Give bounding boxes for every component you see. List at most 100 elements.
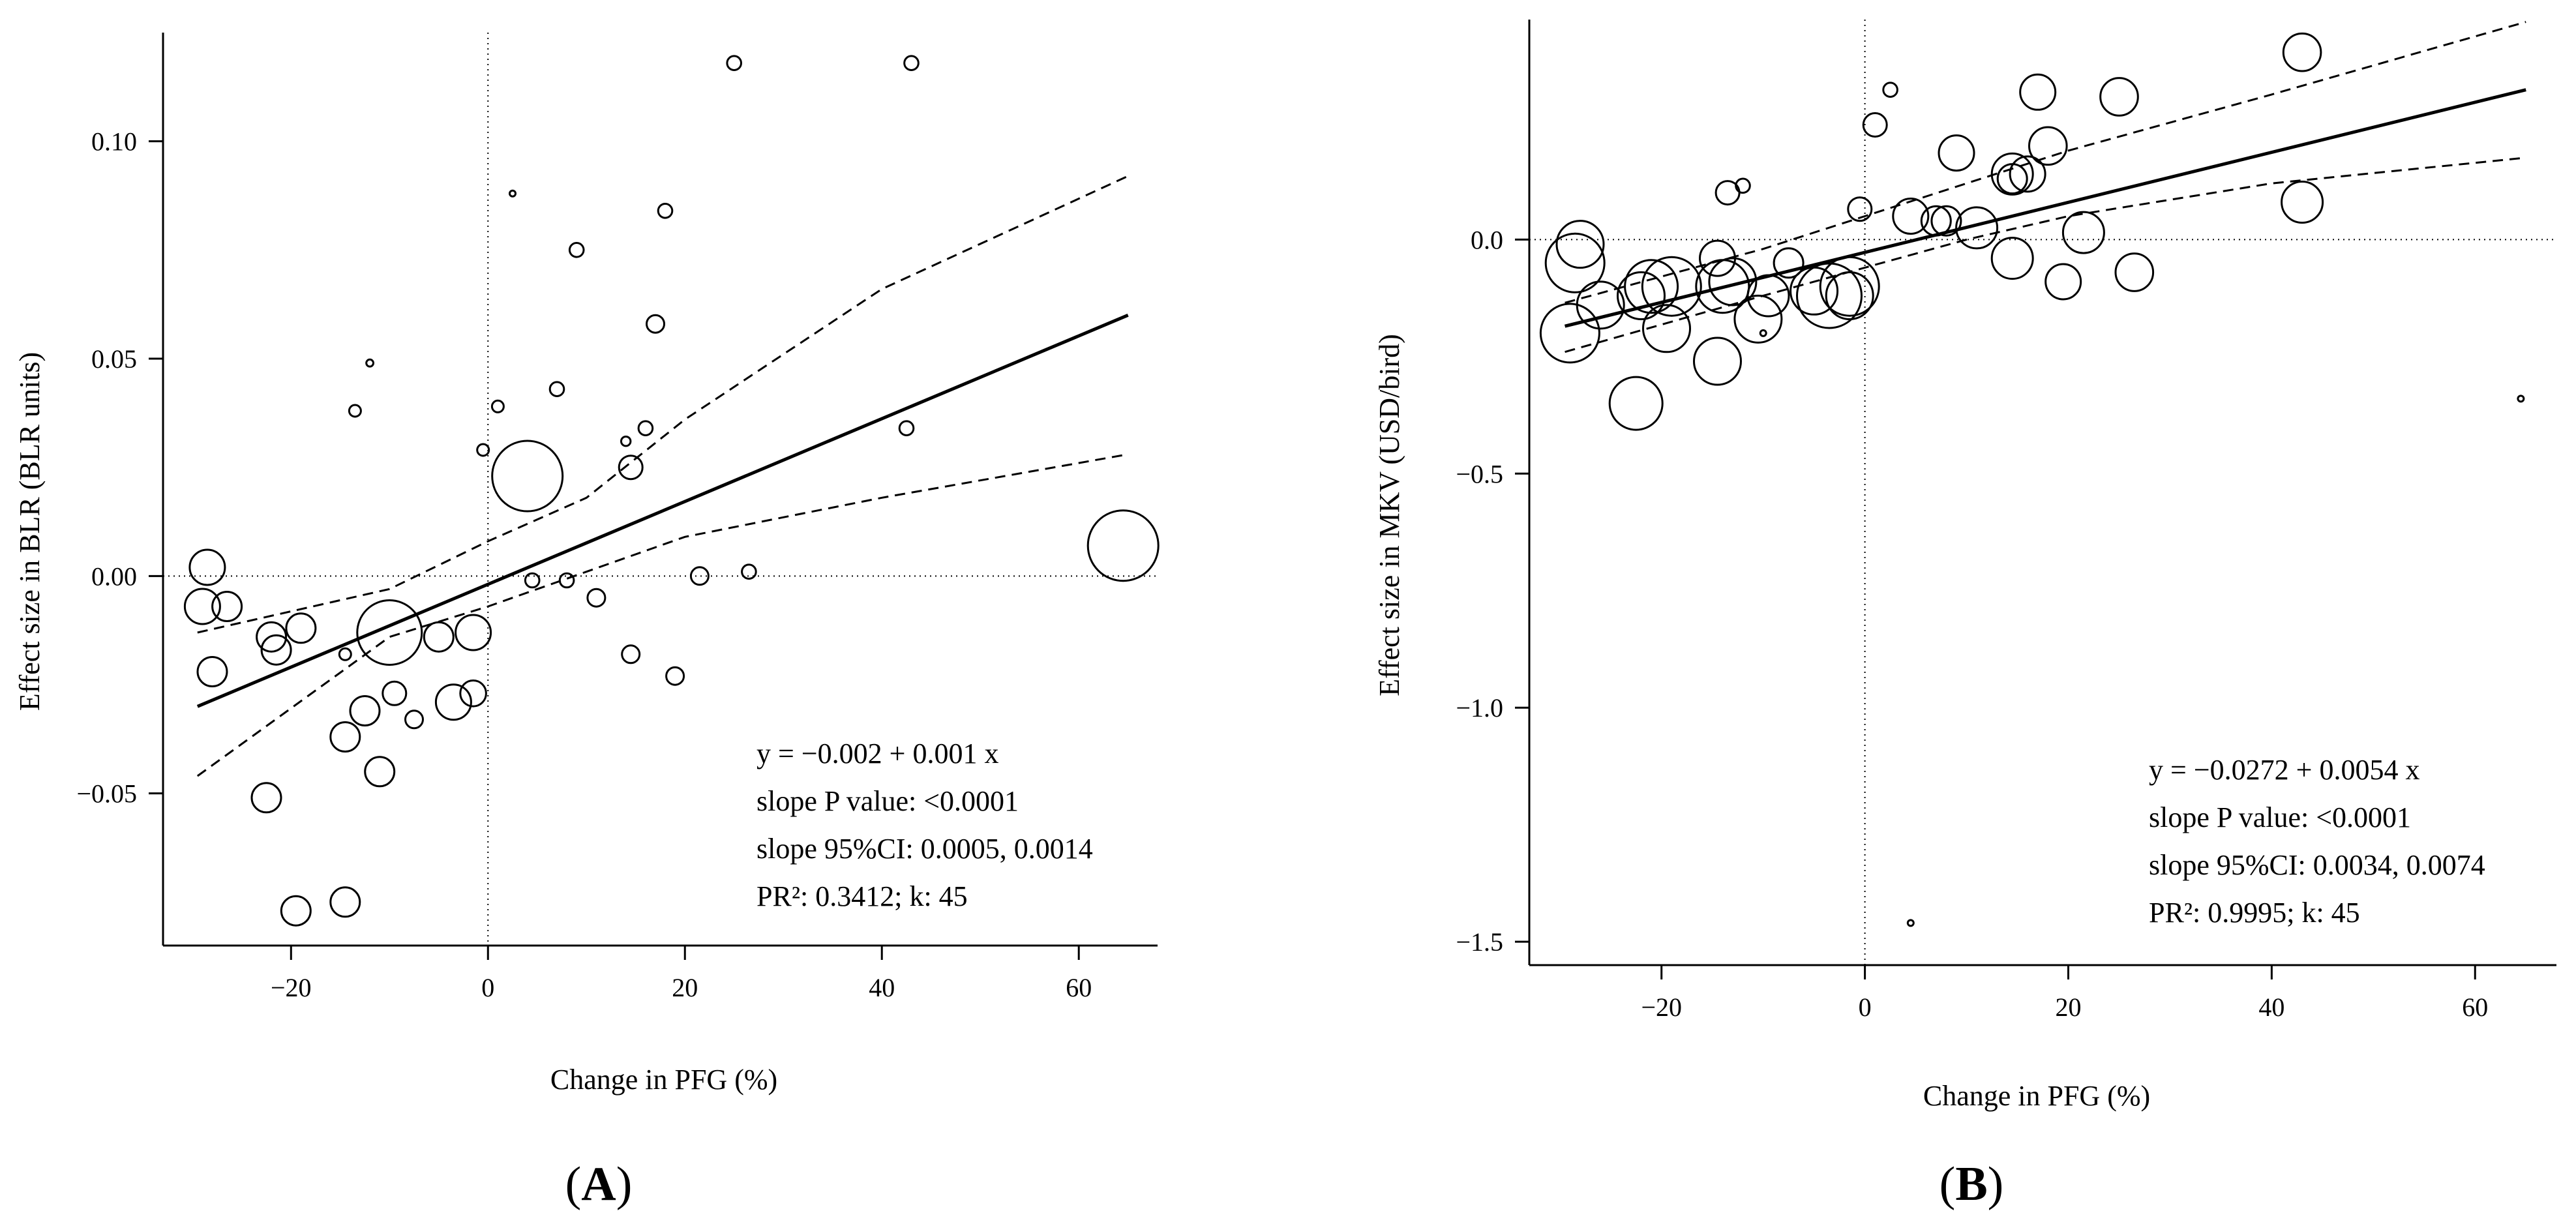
panel-b-y-tick-label: −1.0 xyxy=(1456,693,1503,723)
panel-b-y-tick-label: −0.5 xyxy=(1456,459,1503,488)
panel-b-equation: y = −0.0272 + 0.0054 x xyxy=(2149,754,2419,786)
panel-a-data-point xyxy=(621,644,641,664)
panel-a-data-point xyxy=(256,621,288,653)
panel-b-data-point xyxy=(1624,259,1679,314)
panel-b-data-point xyxy=(1735,177,1751,194)
panel-b-data-point xyxy=(2114,252,2155,292)
panel-a-ci-upper-line xyxy=(197,175,1129,634)
panel-b-ci-lower-line xyxy=(1565,157,2526,353)
panel-a-data-point xyxy=(524,572,541,589)
panel-a-data-point xyxy=(620,436,632,447)
panel-b-data-point xyxy=(1938,134,1975,172)
panel-a-data-point xyxy=(365,358,375,368)
panel-a-data-point xyxy=(423,621,455,653)
panel-b-data-point xyxy=(2281,181,2324,224)
panel-b-pr2: PR²: 0.9995; k: 45 xyxy=(2149,897,2360,929)
panel-b-data-point xyxy=(1641,256,1702,317)
panel-a-data-point xyxy=(356,599,423,666)
panel-a-slope-p: slope P value: <0.0001 xyxy=(756,785,1019,817)
panel-a-y-tick-label: 0.05 xyxy=(91,344,137,374)
panel-b-x-tick-label: 0 xyxy=(1859,993,1872,1022)
panel-b-data-point xyxy=(2517,395,2525,403)
panel-b-data-point xyxy=(1906,919,1915,927)
panel-a-data-point xyxy=(183,588,221,625)
panel-b-data-point xyxy=(1693,336,1742,386)
panel-a-x-tick-label: 0 xyxy=(481,973,494,1002)
panel-b-scatter: −20 0 20 40 60 −1.5 −1.0 −0.5 0.0 Change in PFG… xyxy=(1373,20,2556,1211)
panel-b-y-ticks: −1.5 −1.0 −0.5 0.0 xyxy=(1456,225,1529,957)
panel-a-data-point xyxy=(260,634,292,666)
panel-b-y-tick-label: 0.0 xyxy=(1471,225,1503,254)
panel-a-ci-lower-line xyxy=(196,453,1128,777)
panel-b-data-point xyxy=(2061,211,2105,254)
panel-b-axes xyxy=(1528,20,2556,966)
panel-b-x-tick-label: 60 xyxy=(2462,993,2488,1022)
panel-a-data-point xyxy=(434,683,472,721)
panel-a-x-tick-label: 60 xyxy=(1066,973,1092,1002)
panel-a-data-point xyxy=(349,695,381,726)
panel-a-data-point xyxy=(548,381,565,398)
panel-a-y-tick-label: 0.00 xyxy=(91,561,137,591)
panel-b-fit-line xyxy=(1564,88,2526,328)
panel-b-data-point xyxy=(1576,280,1625,330)
panel-a-slope-ci: slope 95%CI: 0.0005, 0.0014 xyxy=(756,833,1093,865)
panel-a-x-ticks: −20 0 20 40 60 xyxy=(271,946,1092,1002)
panel-b-annotation: y = −0.0272 + 0.0054 x slope P value: <0… xyxy=(2149,754,2485,929)
panel-a-label: (A) xyxy=(565,1157,633,1211)
panel-b-y-axis-title: Effect size in MKV (USD/bird) xyxy=(1373,334,1405,696)
panel-b-data-point xyxy=(1733,294,1783,344)
panel-b-data-point xyxy=(1544,232,1606,293)
panel-a-data-point xyxy=(726,55,743,72)
panel-b-data-point xyxy=(1990,237,2034,280)
panel-b-points xyxy=(1539,32,2525,927)
panel-a-x-tick-label: −20 xyxy=(271,973,312,1002)
panel-b-data-point xyxy=(1773,247,1805,279)
panel-a-data-point xyxy=(285,612,317,644)
panel-b-slope-p: slope P value: <0.0001 xyxy=(2149,801,2411,833)
panel-b-data-point xyxy=(1882,82,1898,98)
panel-a-data-point xyxy=(382,680,408,706)
panel-a-fit-line xyxy=(196,314,1129,708)
panel-a-data-point xyxy=(338,647,352,661)
panel-a-reference-lines xyxy=(163,33,1158,946)
panel-b-data-point xyxy=(1825,271,1874,320)
panel-a-data-point xyxy=(898,420,915,437)
panel-b-data-point xyxy=(2044,263,2082,301)
panel-b-data-point xyxy=(1819,256,1880,317)
panel-b-data-point xyxy=(1555,220,1605,269)
panel-a-data-point xyxy=(665,666,685,686)
panel-a-y-tick-label: 0.10 xyxy=(91,127,137,157)
panel-b-slope-ci: slope 95%CI: 0.0034, 0.0074 xyxy=(2149,849,2485,881)
panel-a-x-axis-title: Change in PFG (%) xyxy=(550,1064,777,1096)
panel-b-data-point xyxy=(2009,155,2046,193)
panel-a-data-point xyxy=(586,588,607,608)
panel-b-data-point xyxy=(1539,303,1600,364)
panel-b-x-ticks: −20 0 20 40 60 xyxy=(1641,965,2488,1022)
panel-a-data-point xyxy=(329,886,361,918)
panel-a-data-point xyxy=(646,314,665,334)
panel-a-data-point xyxy=(348,404,362,418)
panel-a-data-point xyxy=(196,656,228,687)
panel-b-x-tick-label: −20 xyxy=(1641,993,1682,1022)
panel-a-data-point xyxy=(211,591,243,622)
panel-a-pr2: PR²: 0.3412; k: 45 xyxy=(756,880,968,912)
panel-b-data-point xyxy=(2282,32,2322,72)
panel-a-data-point xyxy=(637,420,654,437)
panel-a-scatter: −20 0 20 40 60 −0.05 0.00 0.05 0.10 Change in P… xyxy=(14,33,1160,1211)
panel-a-data-point xyxy=(364,756,396,788)
panel-b-data-point xyxy=(1955,206,1999,250)
panel-b-data-point xyxy=(1796,262,1863,329)
panel-a-equation: y = −0.002 + 0.001 x xyxy=(756,738,998,769)
panel-a-ci-bands xyxy=(196,175,1129,777)
panel-a-data-point xyxy=(250,782,282,814)
panel-a-data-point xyxy=(509,189,517,198)
panel-b-x-axis-title: Change in PFG (%) xyxy=(1923,1080,2150,1112)
panel-a-data-point xyxy=(618,455,644,481)
panel-a-data-point xyxy=(903,55,920,72)
panel-b-regression-line xyxy=(1564,88,2526,328)
panel-a-points xyxy=(183,55,1160,927)
panel-b-data-point xyxy=(1746,274,1790,318)
panel-b-data-point xyxy=(1920,205,1952,237)
panel-a-data-point xyxy=(404,709,424,730)
panel-a-data-point xyxy=(329,721,361,753)
